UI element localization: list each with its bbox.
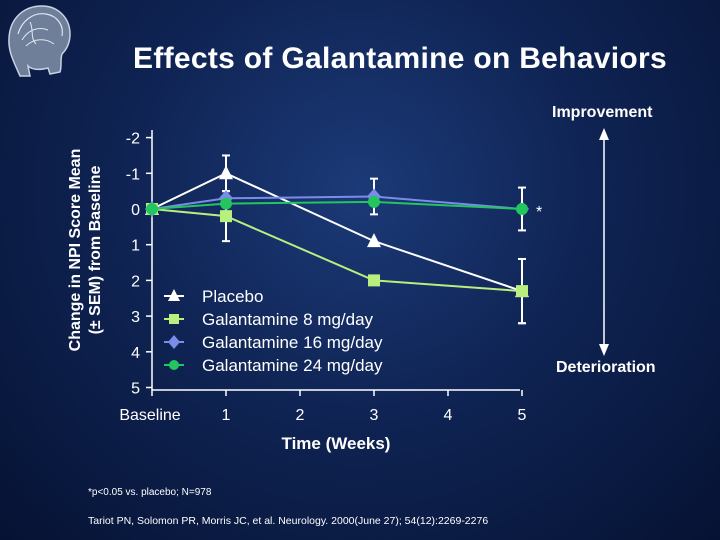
legend-label-placebo: Placebo (202, 287, 263, 306)
y-tick-label: 2 (131, 273, 140, 290)
legend-label-galantamine-8-mg-day: Galantamine 8 mg/day (202, 310, 374, 329)
legend-label-galantamine-24-mg-day: Galantamine 24 mg/day (202, 356, 383, 375)
data-point-galantamine-8-mg-day (368, 274, 380, 287)
x-tick-label: 5 (518, 407, 527, 424)
data-point-galantamine-8-mg-day (516, 285, 528, 298)
x-tick-label: Baseline (119, 407, 180, 424)
data-point-galantamine-8-mg-day (220, 210, 232, 223)
legend-marker-placebo (168, 289, 180, 301)
deterioration-arrowhead-icon (599, 344, 609, 356)
y-tick-label: -2 (126, 131, 140, 148)
series-line-galantamine-24-mg-day (151, 200, 523, 210)
data-point-galantamine-24-mg-day (516, 203, 528, 215)
x-axis-title: Time (Weeks) (282, 434, 391, 453)
page-title: Effects of Galantamine on Behaviors (133, 42, 667, 75)
y-tick-label: 0 (131, 202, 140, 219)
x-tick-label: 3 (370, 407, 379, 424)
legend-marker-galantamine-24-mg-day (169, 360, 179, 370)
improvement-label: Improvement (552, 104, 653, 121)
footnote: *p<0.05 vs. placebo; N=978 (88, 487, 212, 498)
x-tick-label: 1 (222, 407, 231, 424)
deterioration-label: Deterioration (556, 359, 656, 376)
y-tick-label: 1 (131, 238, 140, 255)
y-tick-label: 5 (131, 381, 140, 398)
legend-label-galantamine-16-mg-day: Galantamine 16 mg/day (202, 333, 383, 352)
data-point-galantamine-24-mg-day (368, 195, 380, 208)
data-point-placebo (367, 233, 381, 248)
series-galantamine-24-mg-day (146, 186, 528, 232)
significance-annotation: * (536, 204, 542, 221)
y-tick-label: 4 (131, 345, 140, 362)
series-line-placebo (151, 172, 523, 293)
legend-marker-galantamine-16-mg-day (168, 335, 180, 349)
data-point-galantamine-24-mg-day (220, 197, 232, 210)
improvement-arrowhead-icon (599, 128, 609, 140)
y-tick-label: 3 (131, 309, 140, 326)
x-tick-label: 2 (296, 407, 305, 424)
series-line-galantamine-8-mg-day (151, 208, 523, 293)
y-tick-label: -1 (126, 166, 140, 183)
legend-marker-galantamine-8-mg-day (169, 314, 179, 324)
citation: Tariot PN, Solomon PR, Morris JC, et al.… (88, 515, 489, 527)
x-tick-label: 4 (444, 407, 453, 424)
data-point-placebo (219, 165, 233, 180)
head-logo-icon (8, 5, 71, 77)
data-point-galantamine-24-mg-day (146, 203, 158, 215)
series-line-galantamine-16-mg-day (151, 195, 523, 210)
